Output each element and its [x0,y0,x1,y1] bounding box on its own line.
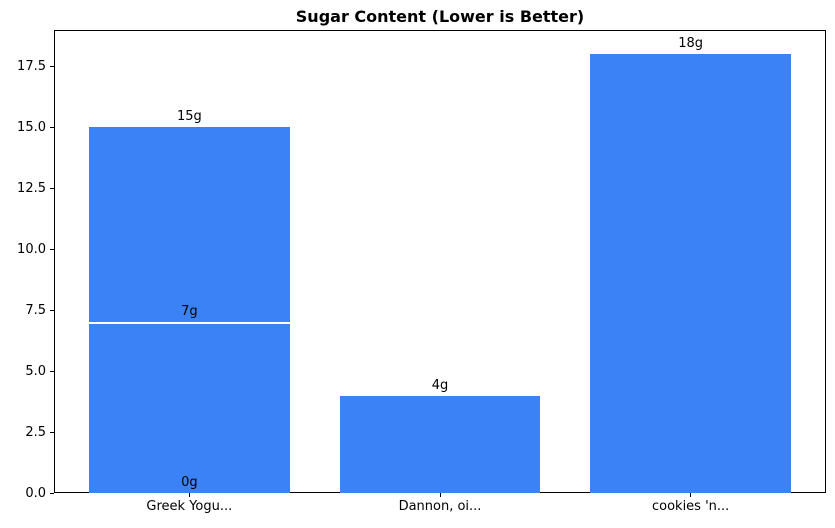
y-tick-mark [50,187,54,189]
y-tick-mark [50,492,54,494]
y-tick-mark [50,66,54,68]
y-tick-mark [50,431,54,433]
y-tick-label: 15.0 [17,119,46,135]
bar-value-label: 18g [678,36,704,52]
bar [590,54,791,493]
y-tick-label: 5.0 [25,363,46,379]
y-tick-label: 17.5 [17,59,46,75]
x-tick-label: Greek Yogu... [146,499,233,514]
x-tick-label: Dannon, oi... [398,499,482,514]
bar-value-label: 0g [181,475,198,490]
y-tick-mark [50,126,54,128]
x-tick-label: cookies 'n... [651,499,730,514]
y-tick-mark [50,370,54,372]
bar-value-label: 15g [176,109,202,125]
bar [339,395,541,493]
y-tick-mark [50,309,54,311]
x-tick-mark [690,493,692,497]
y-tick-mark [50,248,54,250]
y-tick-label: 10.0 [17,241,46,257]
bar-value-label: 7g [181,304,198,320]
y-tick-label: 0.0 [25,485,46,501]
x-tick-mark [188,493,190,497]
y-tick-label: 12.5 [17,180,46,196]
bar [89,322,290,493]
x-tick-mark [439,493,441,497]
chart-title: Sugar Content (Lower is Better) [295,7,585,26]
y-tick-label: 2.5 [25,424,46,440]
y-tick-label: 7.5 [25,302,46,318]
bar-value-label: 4g [431,377,449,393]
